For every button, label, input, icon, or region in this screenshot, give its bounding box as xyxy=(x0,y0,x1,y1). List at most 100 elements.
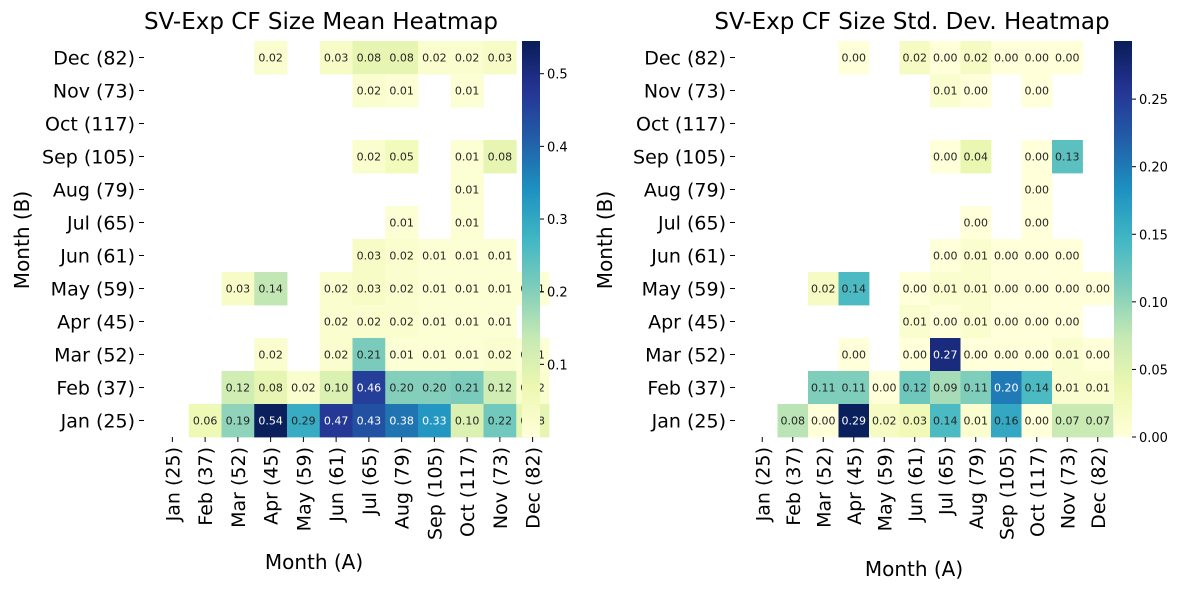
cell-value-label: 0.00 xyxy=(903,283,928,296)
cell-value-label: 0.02 xyxy=(389,250,414,263)
y-tick-label: Mar (52) xyxy=(645,345,726,367)
cell-value-label: 0.01 xyxy=(964,415,989,428)
heatmap-cell xyxy=(483,305,517,339)
heatmap-cell xyxy=(450,371,484,405)
heatmap-cell xyxy=(418,305,452,339)
cell-value-label: 0.12 xyxy=(226,382,251,395)
heatmap-cell xyxy=(930,239,961,273)
cell-value-label: 0.08 xyxy=(488,151,513,164)
cell-value-label: 0.43 xyxy=(357,415,382,428)
x-tick-label: Nov (73) xyxy=(1057,447,1079,529)
heatmap-cell xyxy=(319,272,353,306)
std-dev-heatmap-panel: SV-Exp CF Size Std. Dev. Heatmap Month (… xyxy=(593,9,1168,581)
heatmap-cell xyxy=(450,41,484,75)
cell-value-label: 0.00 xyxy=(933,52,958,65)
cell-value-label: 0.27 xyxy=(933,349,958,362)
heatmap-cell xyxy=(1052,404,1083,438)
heatmap-cell xyxy=(483,140,517,174)
heatmap-cell xyxy=(808,371,839,405)
heatmap-cell xyxy=(930,371,961,405)
cell-value-label: 0.46 xyxy=(357,382,382,395)
cell-value-label: 0.00 xyxy=(994,250,1019,263)
y-tick-label: Nov (73) xyxy=(644,81,726,103)
heatmap-cell xyxy=(319,338,353,372)
heatmap-cell xyxy=(254,404,288,438)
cell-value-label: 0.00 xyxy=(1025,85,1050,98)
cell-value-label: 0.22 xyxy=(488,415,513,428)
heatmap-cell xyxy=(450,272,484,306)
heatmap-cell xyxy=(991,272,1022,306)
heatmap-cell xyxy=(960,140,992,174)
heatmap-cell xyxy=(899,404,931,438)
heatmap-cell xyxy=(960,272,992,306)
heatmap-cell xyxy=(1021,239,1053,273)
cell-value-label: 0.00 xyxy=(994,283,1019,296)
cell-value-label: 0.00 xyxy=(842,52,867,65)
cell-value-label: 0.02 xyxy=(324,316,349,329)
x-tick-label: Aug (79) xyxy=(392,447,414,529)
heatmap-cell xyxy=(352,272,386,306)
y-tick-label: Dec (82) xyxy=(53,48,135,70)
cell-value-label: 0.00 xyxy=(903,349,928,362)
heatmap-cell xyxy=(930,74,961,108)
cell-value-label: 0.00 xyxy=(1025,316,1050,329)
x-tick-label: Nov (73) xyxy=(490,447,512,529)
cell-value-label: 0.00 xyxy=(1055,283,1080,296)
cell-value-label: 0.03 xyxy=(226,283,251,296)
cell-value-label: 0.02 xyxy=(357,151,382,164)
y-tick-label: Mar (52) xyxy=(54,345,135,367)
colorbar-tick-label: 0.3 xyxy=(547,213,568,228)
heatmap-cell xyxy=(1052,41,1083,75)
heatmap-cell xyxy=(418,338,452,372)
heatmap-cell xyxy=(385,338,419,372)
cell-value-label: 0.01 xyxy=(964,283,989,296)
heatmap-cell xyxy=(221,272,255,306)
cell-value-label: 0.02 xyxy=(872,415,897,428)
heatmap-cell xyxy=(930,338,961,372)
x-tick-label: Oct (117) xyxy=(457,447,479,537)
y-tick-label: Jun (61) xyxy=(650,246,726,268)
cell-value-label: 0.08 xyxy=(781,415,806,428)
y-axis-label: Month (B) xyxy=(593,191,617,289)
cell-value-label: 0.01 xyxy=(455,349,480,362)
y-tick-label: Feb (37) xyxy=(647,378,726,400)
heatmap-cell xyxy=(838,371,870,405)
cell-value-label: 0.14 xyxy=(842,283,867,296)
heatmap-cell xyxy=(991,371,1022,405)
heatmap-cell xyxy=(450,404,484,438)
heatmap-cell xyxy=(319,41,353,75)
y-tick-label: Sep (105) xyxy=(42,147,135,169)
cell-value-label: 0.10 xyxy=(324,382,349,395)
y-tick-label: Apr (45) xyxy=(648,312,726,334)
heatmap-cell xyxy=(1082,371,1114,405)
cell-value-label: 0.03 xyxy=(357,283,382,296)
cell-value-label: 0.54 xyxy=(258,415,283,428)
cell-value-label: 0.03 xyxy=(357,250,382,263)
cell-value-label: 0.00 xyxy=(1025,151,1050,164)
heatmap-cell xyxy=(838,41,870,75)
cell-value-label: 0.04 xyxy=(964,151,989,164)
cell-value-label: 0.01 xyxy=(964,316,989,329)
cell-value-label: 0.02 xyxy=(422,52,447,65)
heatmap-cell xyxy=(1021,206,1053,240)
heatmap-cell xyxy=(808,272,839,306)
cell-value-label: 0.00 xyxy=(1025,283,1050,296)
x-axis-label: Month (A) xyxy=(265,550,363,574)
heatmap-cell xyxy=(991,338,1022,372)
heatmap-cell xyxy=(352,305,386,339)
heatmap-cell xyxy=(1021,371,1053,405)
x-tick-label: Mar (52) xyxy=(228,447,250,528)
heatmap-cell xyxy=(221,404,255,438)
x-tick-label: Mar (52) xyxy=(813,447,835,528)
x-tick-label: Jul (65) xyxy=(935,447,957,516)
cell-value-label: 0.00 xyxy=(1025,52,1050,65)
cell-value-label: 0.00 xyxy=(1055,52,1080,65)
cell-value-label: 0.02 xyxy=(324,283,349,296)
heatmap-cell xyxy=(352,404,386,438)
cell-value-label: 0.00 xyxy=(994,52,1019,65)
colorbar-tick-label: 0.25 xyxy=(1139,93,1168,108)
cell-value-label: 0.01 xyxy=(455,316,480,329)
cell-value-label: 0.00 xyxy=(811,415,836,428)
heatmap-cell xyxy=(483,371,517,405)
cell-value-label: 0.00 xyxy=(1025,415,1050,428)
